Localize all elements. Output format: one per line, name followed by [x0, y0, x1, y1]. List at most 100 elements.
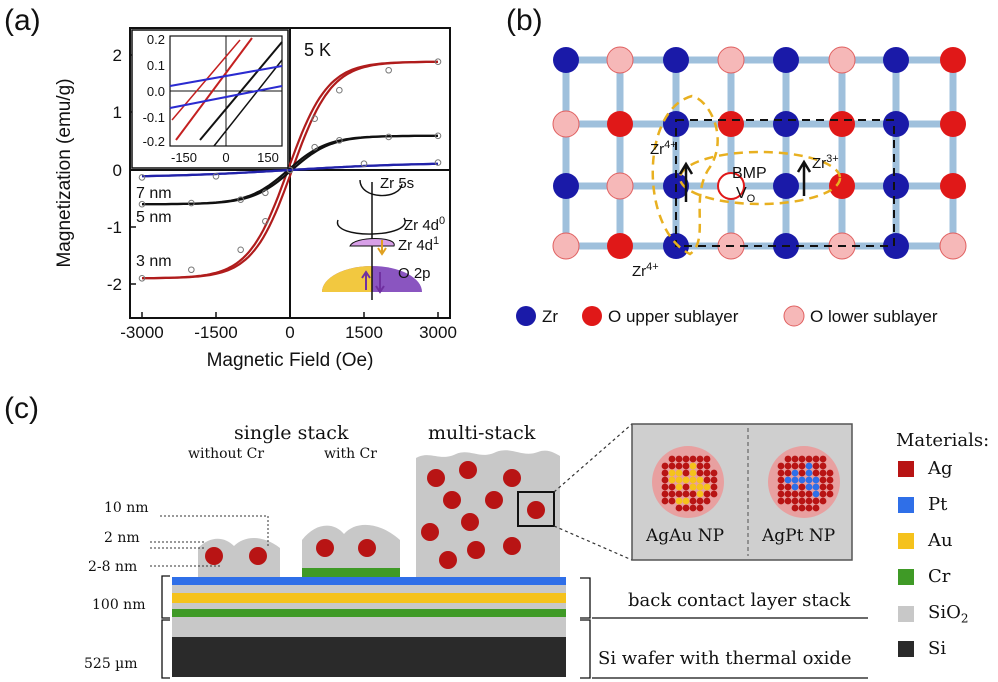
dim-10nm: 10 nm: [104, 500, 149, 516]
ag-particle: [485, 491, 503, 509]
o-upper-atom: [829, 173, 855, 199]
np-atom: [819, 490, 827, 498]
np-atom: [668, 462, 676, 470]
o-upper-atom: [718, 111, 744, 137]
np-atom: [710, 483, 718, 491]
film-with-cr: [302, 524, 400, 568]
zr4-top-sup: 4+: [664, 139, 677, 151]
ag-particle: [439, 551, 457, 569]
panel-a-chart: -3000 -1500 0 1500 3000 2 1 0 -1 -2 Magn…: [54, 27, 457, 371]
data-point: [212, 172, 220, 180]
multi-stack-film: [416, 450, 560, 577]
ag-particle: [459, 461, 477, 479]
np-atom: [805, 483, 813, 491]
level-zr4d1: Zr 4d: [398, 237, 433, 254]
svg-text:Zr 4d0: Zr 4d0: [404, 215, 445, 234]
inset-plot: 0.2 0.1 0.0 -0.1 -0.2 -150 0 150: [131, 29, 289, 169]
np-atom: [812, 504, 820, 512]
without-cr-label: without Cr: [188, 446, 265, 462]
material-label: Ag: [928, 458, 953, 479]
bmp-label: BMP: [732, 165, 767, 182]
np-atom: [696, 476, 704, 484]
material-swatch: [898, 496, 914, 513]
np-atom: [791, 504, 799, 512]
np-atom: [682, 490, 690, 498]
inset-y-tick: -0.1: [143, 110, 165, 125]
np-atom: [826, 483, 834, 491]
svg-text:Zr4+: Zr4+: [632, 261, 659, 280]
np-atom: [812, 476, 820, 484]
o-lower-atom: [606, 172, 634, 200]
agpt-np-label: AgPt NP: [762, 526, 836, 546]
material-swatch: [898, 532, 914, 549]
ag-particle: [427, 469, 445, 487]
ag-particle: [503, 469, 521, 487]
np-atom: [791, 462, 799, 470]
o-lower-atom: [552, 232, 580, 260]
svg-text:VO: VO: [736, 185, 756, 205]
np-atom: [696, 490, 704, 498]
ag-particle: [358, 539, 376, 557]
np-atom: [696, 462, 704, 470]
level-zr5s: Zr 5s: [380, 175, 414, 192]
np-atom: [696, 497, 704, 505]
np-atom: [777, 476, 785, 484]
np-atom: [661, 490, 669, 498]
np-atom: [689, 476, 697, 484]
level-o2p: O 2p: [398, 265, 431, 282]
data-point: [237, 196, 244, 203]
np-atom: [689, 469, 697, 477]
ag-particle: [316, 539, 334, 557]
np-atom: [784, 490, 792, 498]
with-cr-label: with Cr: [324, 446, 377, 462]
np-atom: [703, 490, 711, 498]
data-point: [286, 166, 294, 174]
material-item: Ag: [898, 458, 953, 479]
o-upper-atom: [607, 111, 633, 137]
np-atom: [668, 483, 676, 491]
material-swatch: [898, 605, 914, 622]
lattice-legend: Zr O upper sublayer O lower sublayer: [516, 305, 938, 327]
zoom-box: [517, 491, 555, 527]
series-line: [142, 134, 438, 206]
np-atom: [689, 504, 697, 512]
np-atom: [826, 490, 834, 498]
panel-a-label: (a): [4, 4, 41, 37]
level-zr4d1-sup: 1: [433, 235, 439, 247]
inset-y-tick: -0.2: [143, 134, 165, 149]
data-point: [138, 174, 146, 181]
np-atom: [805, 455, 813, 463]
o-lower-atom: [939, 232, 967, 260]
np-atom: [668, 497, 676, 505]
np-atom: [784, 497, 792, 505]
legend-zr-marker: [516, 306, 536, 326]
np-atom: [791, 476, 799, 484]
np-atom: [661, 469, 669, 477]
np-atom: [710, 469, 718, 477]
ag-particle: [421, 523, 439, 541]
pt-layer: [172, 577, 566, 585]
np-atom: [682, 469, 690, 477]
np-atom: [819, 469, 827, 477]
np-atom: [675, 476, 683, 484]
np-atom: [798, 469, 806, 477]
np-atom: [675, 483, 683, 491]
np-atom: [675, 497, 683, 505]
np-atom: [819, 483, 827, 491]
np-atom: [710, 476, 718, 484]
material-swatch: [898, 640, 914, 657]
data-point: [336, 137, 343, 144]
np-atom: [661, 462, 669, 470]
data-point: [138, 200, 146, 208]
cr-adhesion-layer: [302, 568, 400, 577]
np-atom: [798, 497, 806, 505]
zr-atom: [663, 47, 689, 73]
inset-x-tick: 0: [222, 150, 229, 165]
inset-y-tick: 0.2: [147, 32, 165, 47]
data-point: [336, 86, 343, 94]
data-point: [311, 143, 318, 151]
y-tick-label: 1: [113, 103, 122, 122]
zr3-label: Zr: [812, 155, 826, 172]
panel-c-schematic: [150, 423, 868, 679]
multi-stack-label: multi-stack: [428, 422, 536, 444]
